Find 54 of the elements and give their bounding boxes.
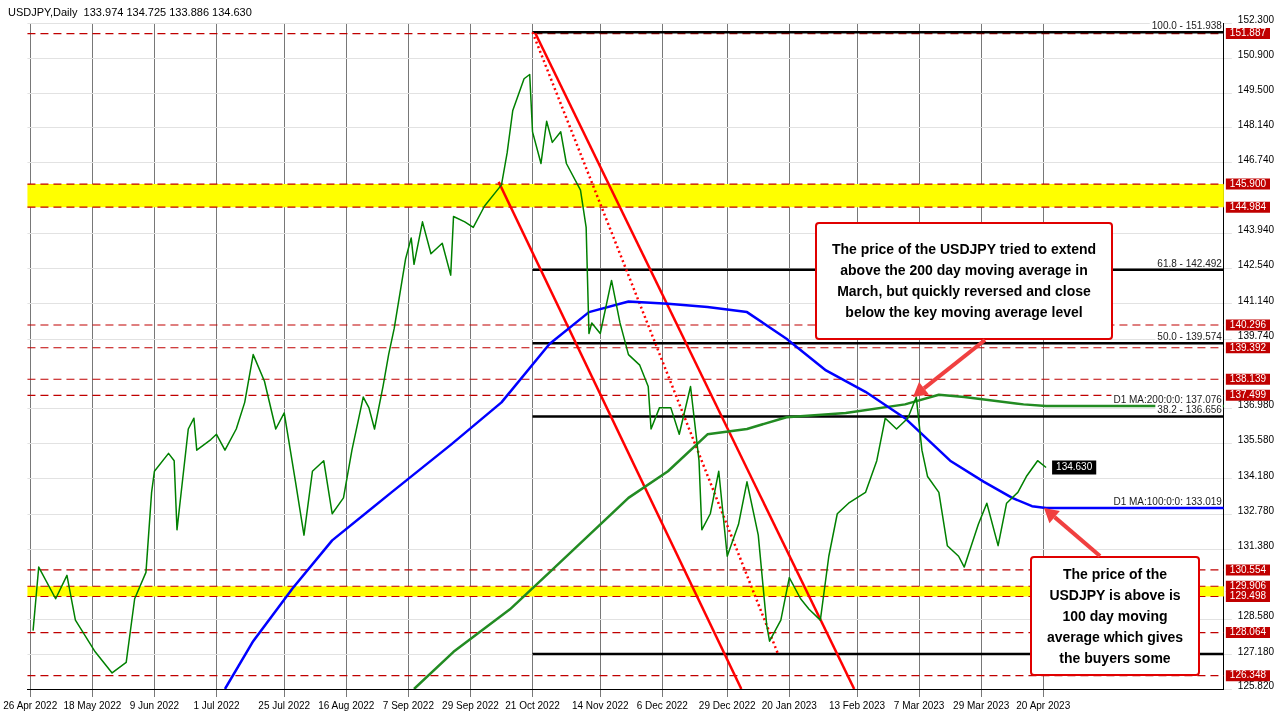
x-tick-label: 6 Dec 2022 bbox=[636, 699, 689, 711]
ref-line-label: 145.900 bbox=[1229, 177, 1267, 189]
ref-line-label: 140.296 bbox=[1229, 318, 1267, 330]
y-tick-label: 136.980 bbox=[1237, 399, 1275, 411]
x-tick-label: 1 Jul 2022 bbox=[193, 699, 240, 711]
annotation: 100.0 - 151.938 bbox=[1151, 20, 1223, 32]
y-tick-label: 149.500 bbox=[1237, 84, 1275, 96]
x-tick-label: 13 Feb 2023 bbox=[828, 699, 886, 711]
annotation: D1 MA:200:0:0: 137.076 bbox=[1113, 393, 1223, 405]
x-tick-label: 7 Mar 2023 bbox=[893, 699, 945, 711]
y-tick-label: 152.300 bbox=[1237, 13, 1275, 25]
chart-title: USDJPY,Daily 133.974 134.725 133.886 134.630 bbox=[8, 5, 252, 18]
ref-line-label: 139.392 bbox=[1229, 341, 1267, 353]
x-tick-label: 18 May 2022 bbox=[63, 699, 122, 711]
data-label: 134.630 bbox=[1056, 461, 1093, 473]
ref-line-label: 138.139 bbox=[1229, 373, 1267, 385]
x-tick-label: 14 Nov 2022 bbox=[571, 699, 630, 711]
ref-line-label: 129.906 bbox=[1229, 580, 1267, 592]
y-tick-label: 134.180 bbox=[1237, 469, 1275, 481]
y-tick-label: 148.140 bbox=[1237, 118, 1275, 130]
x-tick-label: 25 Jul 2022 bbox=[258, 699, 311, 711]
x-tick-label: 16 Aug 2022 bbox=[318, 699, 375, 711]
x-tick-label: 20 Apr 2023 bbox=[1016, 699, 1071, 711]
y-tick-label: 132.780 bbox=[1237, 504, 1275, 516]
y-tick-label: 150.900 bbox=[1237, 49, 1275, 61]
y-tick-label: 128.580 bbox=[1237, 610, 1275, 622]
ref-line-label: 151.887 bbox=[1229, 27, 1267, 39]
y-tick-label: 146.740 bbox=[1237, 153, 1275, 165]
x-tick-label: 21 Oct 2022 bbox=[505, 699, 561, 711]
y-tick-label: 127.180 bbox=[1237, 645, 1275, 657]
annotation: D1 MA:100:0:0: 133.019 bbox=[1113, 495, 1223, 507]
y-tick-label: 131.380 bbox=[1237, 539, 1275, 551]
annotation: 61.8 - 142.492 bbox=[1157, 257, 1223, 269]
x-tick-label: 26 Apr 2022 bbox=[3, 699, 58, 711]
x-tick-label: 29 Sep 2022 bbox=[442, 699, 500, 711]
y-tick-label: 141.140 bbox=[1237, 294, 1275, 306]
ref-line-label: 126.348 bbox=[1229, 669, 1267, 681]
ref-line-label: 137.499 bbox=[1229, 389, 1267, 401]
ref-line-label: 129.498 bbox=[1229, 590, 1267, 602]
y-tick-label: 125.820 bbox=[1237, 679, 1275, 691]
x-tick-label: 29 Dec 2022 bbox=[698, 699, 757, 711]
y-tick-label: 135.580 bbox=[1237, 434, 1275, 446]
annotation: 38.2 - 136.656 bbox=[1157, 404, 1223, 416]
ref-line-label: 130.554 bbox=[1229, 563, 1267, 575]
ref-line-label: 128.064 bbox=[1229, 626, 1267, 638]
y-tick-label: 139.740 bbox=[1237, 329, 1275, 341]
x-tick-label: 7 Sep 2022 bbox=[382, 699, 435, 711]
x-tick-label: 9 Jun 2022 bbox=[129, 699, 180, 711]
y-tick-label: 142.540 bbox=[1237, 259, 1275, 271]
ref-line-label: 144.984 bbox=[1229, 200, 1267, 212]
x-tick-label: 20 Jan 2023 bbox=[761, 699, 818, 711]
x-tick-label: 29 Mar 2023 bbox=[953, 699, 1010, 711]
y-tick-label: 143.940 bbox=[1237, 224, 1275, 236]
annotation: 50.0 - 139.574 bbox=[1157, 330, 1223, 342]
